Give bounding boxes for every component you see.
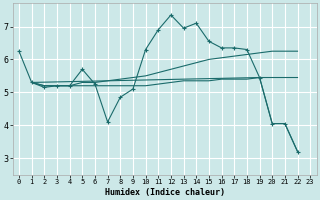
X-axis label: Humidex (Indice chaleur): Humidex (Indice chaleur) — [105, 188, 225, 197]
